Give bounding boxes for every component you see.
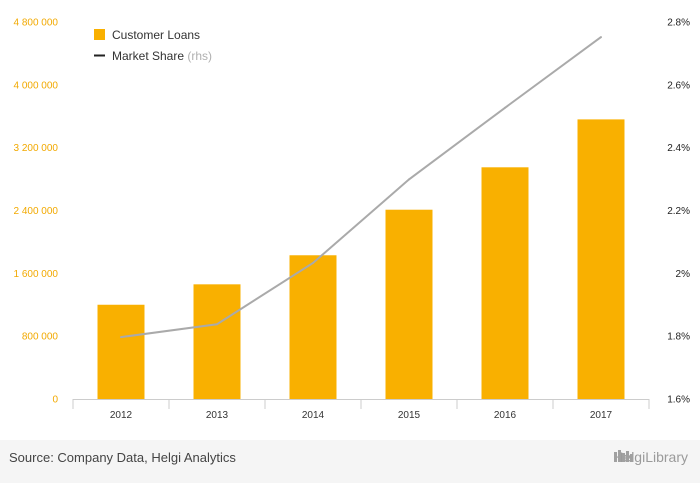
left-axis-tick-label: 3 200 000	[14, 143, 59, 154]
market-share-point	[408, 178, 410, 181]
right-axis-tick-label: 1.8%	[667, 332, 690, 343]
right-axis-tick-label: 2.8%	[667, 18, 690, 29]
x-axis-tick-label: 2017	[590, 410, 613, 421]
left-axis-tick-label: 4 000 000	[14, 80, 59, 91]
legend-note-rhs: (rhs)	[187, 49, 212, 63]
bar	[385, 209, 433, 399]
bar	[289, 255, 337, 399]
legend-label-market-share: Market Share (rhs)	[112, 49, 212, 63]
market-share-point	[600, 36, 602, 39]
right-axis-tick-label: 2.2%	[667, 206, 690, 217]
right-axis-tick-label: 2.4%	[667, 143, 690, 154]
legend-swatch-customer-loans	[94, 29, 105, 40]
x-axis-tick-label: 2012	[110, 410, 133, 421]
left-axis-tick-label: 2 400 000	[14, 206, 59, 217]
right-axis-tick-label: 1.6%	[667, 395, 690, 406]
x-axis-tick-label: 2015	[398, 410, 421, 421]
left-axis-tick-label: 0	[52, 395, 58, 406]
legend-label-customer-loans: Customer Loans	[112, 28, 200, 42]
bar	[97, 304, 145, 399]
library-icon	[614, 450, 634, 462]
right-axis-tick-label: 2.6%	[667, 80, 690, 91]
market-share-point	[312, 261, 314, 264]
bar	[193, 284, 241, 399]
market-share-point	[216, 323, 218, 326]
chart-svg: 0 800 000 1 600 000 2 400 000 3 200 000 4 000…	[14, 18, 691, 422]
right-axis-tick-label: 2%	[676, 269, 691, 280]
source-text: Source: Company Data, Helgi Analytics	[9, 450, 236, 465]
market-share-point	[504, 106, 506, 109]
bar	[481, 167, 529, 399]
market-share-point	[120, 336, 122, 339]
bar	[577, 119, 625, 400]
footer-bar	[0, 440, 700, 483]
x-axis-tick-label: 2014	[302, 410, 325, 421]
brand-logo: HelgiLibrary	[613, 449, 688, 465]
market-share-line	[120, 36, 602, 339]
left-axis-tick-label: 1 600 000	[14, 269, 59, 280]
x-axis-tick-label: 2016	[494, 410, 517, 421]
x-axis-tick-label: 2013	[206, 410, 229, 421]
left-axis-tick-label: 800 000	[22, 332, 59, 343]
left-axis-tick-label: 4 800 000	[14, 18, 59, 29]
